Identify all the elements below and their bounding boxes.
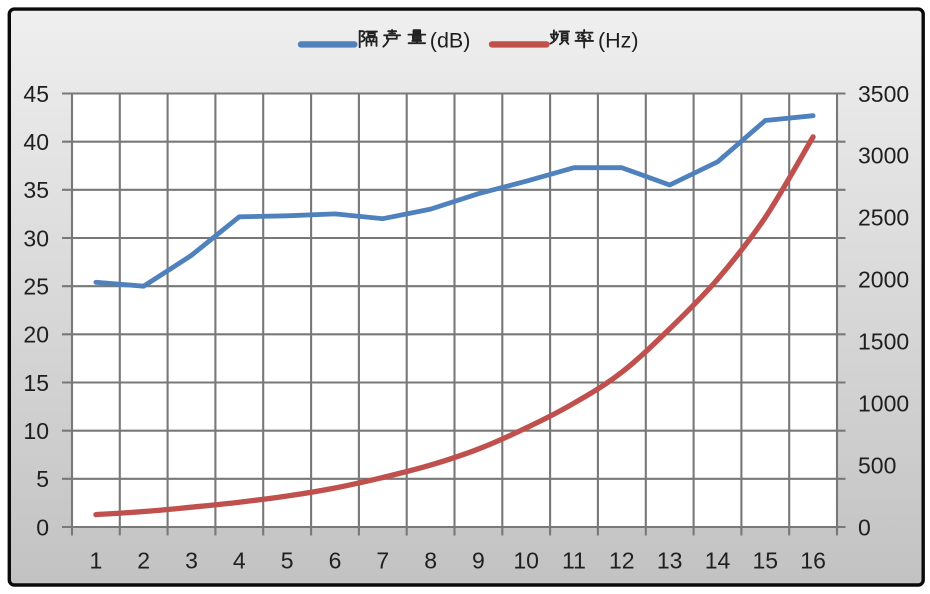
svg-text:2500: 2500 xyxy=(858,205,909,231)
svg-text:20: 20 xyxy=(23,322,49,348)
svg-text:9: 9 xyxy=(472,547,485,573)
svg-text:13: 13 xyxy=(657,547,683,573)
svg-text:25: 25 xyxy=(23,274,49,300)
svg-text:15: 15 xyxy=(753,547,779,573)
svg-text:15: 15 xyxy=(23,370,49,396)
svg-text:(Hz): (Hz) xyxy=(598,29,639,53)
svg-text:4: 4 xyxy=(233,547,246,573)
svg-text:1500: 1500 xyxy=(858,329,909,355)
svg-text:40: 40 xyxy=(23,129,49,155)
svg-text:0: 0 xyxy=(858,514,871,540)
svg-text:3500: 3500 xyxy=(858,81,909,107)
svg-text:(dB): (dB) xyxy=(430,29,471,53)
svg-text:3000: 3000 xyxy=(858,143,909,169)
svg-text:3: 3 xyxy=(185,547,198,573)
svg-text:6: 6 xyxy=(329,547,342,573)
svg-text:16: 16 xyxy=(800,547,826,573)
svg-text:11: 11 xyxy=(562,547,586,573)
svg-text:14: 14 xyxy=(705,547,731,573)
svg-text:500: 500 xyxy=(858,452,896,478)
svg-text:10: 10 xyxy=(23,418,49,444)
svg-text:0: 0 xyxy=(36,514,49,540)
svg-text:8: 8 xyxy=(424,547,437,573)
svg-text:2000: 2000 xyxy=(858,267,909,293)
svg-text:1000: 1000 xyxy=(858,390,909,416)
svg-text:30: 30 xyxy=(23,225,49,251)
svg-text:7: 7 xyxy=(376,547,389,573)
svg-text:5: 5 xyxy=(36,466,49,492)
svg-text:35: 35 xyxy=(23,177,49,203)
svg-text:2: 2 xyxy=(137,547,150,573)
svg-text:12: 12 xyxy=(609,547,635,573)
svg-text:45: 45 xyxy=(23,81,49,107)
svg-text:5: 5 xyxy=(281,547,294,573)
svg-text:1: 1 xyxy=(90,547,103,573)
svg-text:10: 10 xyxy=(513,547,539,573)
